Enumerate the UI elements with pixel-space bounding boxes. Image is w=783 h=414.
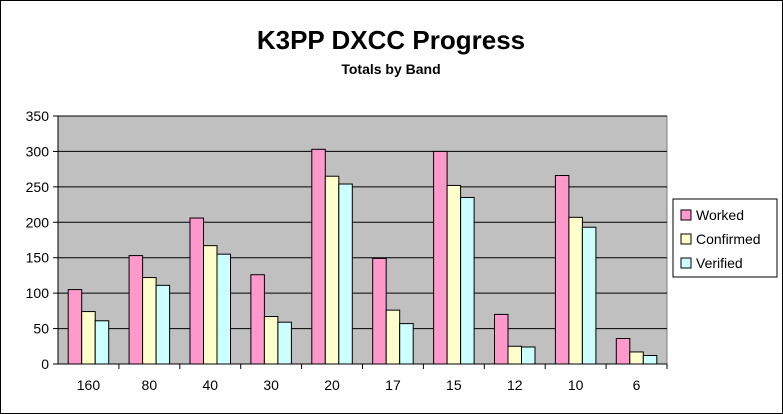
bar-confirmed-10 (568, 216, 583, 365)
bar-worked-15 (433, 150, 448, 365)
bar-worked-80 (128, 255, 144, 365)
x-tick-label: 40 (202, 377, 218, 393)
bar-verified-30 (277, 321, 292, 365)
bar-confirmed-30 (263, 316, 279, 365)
bar-worked-20 (311, 148, 326, 365)
bar-confirmed-6 (629, 351, 644, 365)
bar-confirmed-17 (385, 309, 401, 365)
bar-confirmed-80 (142, 277, 157, 365)
bar-confirmed-12 (507, 345, 522, 365)
bar-worked-12 (494, 313, 509, 365)
bar-verified-160 (94, 320, 110, 365)
legend-swatch-confirmed (680, 233, 692, 245)
y-tick-label: 250 (26, 179, 50, 195)
bar-confirmed-40 (203, 245, 218, 365)
bar-verified-12 (521, 346, 536, 365)
legend: Worked Confirmed Verified (672, 198, 778, 278)
legend-label-verified: Verified (696, 255, 743, 271)
x-tick-label: 80 (142, 377, 158, 393)
bar-worked-160 (67, 289, 83, 365)
bar-worked-6 (615, 337, 631, 365)
legend-swatch-verified (680, 257, 692, 269)
y-tick-label: 200 (26, 214, 50, 230)
chart-subtitle: Totals by Band (341, 61, 440, 77)
bar-confirmed-15 (446, 184, 462, 365)
legend-swatch-worked (680, 209, 692, 221)
y-tick-labels: 0 50 100 150 200 250 300 350 (26, 108, 50, 372)
bar-worked-40 (189, 217, 204, 365)
x-tick-label: 20 (324, 377, 340, 393)
bar-verified-17 (399, 323, 414, 365)
chart-title: K3PP DXCC Progress (257, 25, 525, 55)
bar-worked-30 (250, 274, 265, 365)
x-tick-label: 6 (633, 377, 641, 393)
legend-label-confirmed: Confirmed (696, 231, 761, 247)
bar-confirmed-20 (324, 175, 340, 365)
x-tick-label: 17 (385, 377, 401, 393)
bar-verified-40 (216, 253, 231, 365)
axes (53, 115, 668, 369)
bar-verified-20 (338, 183, 353, 365)
bar-verified-10 (581, 226, 597, 365)
y-tick-label: 100 (26, 285, 50, 301)
bar-worked-10 (554, 175, 570, 365)
x-tick-label: 160 (77, 377, 101, 393)
y-tick-label: 350 (26, 108, 50, 124)
x-tick-label: 30 (263, 377, 279, 393)
legend-label-worked: Worked (696, 207, 744, 223)
y-tick-label: 300 (26, 143, 50, 159)
y-tick-label: 0 (41, 356, 49, 372)
x-tick-label: 15 (446, 377, 462, 393)
bar-worked-17 (372, 257, 387, 365)
x-tick-label: 10 (568, 377, 584, 393)
y-tick-label: 50 (33, 321, 49, 337)
x-tick-label: 12 (507, 377, 523, 393)
bar-verified-6 (642, 354, 658, 365)
bars-group (67, 148, 658, 365)
bar-confirmed-160 (81, 311, 96, 365)
y-tick-label: 150 (26, 250, 50, 266)
bar-verified-80 (155, 284, 171, 365)
bar-verified-15 (460, 196, 475, 365)
x-tick-labels: 160 80 40 30 20 17 15 12 10 6 (77, 377, 641, 393)
